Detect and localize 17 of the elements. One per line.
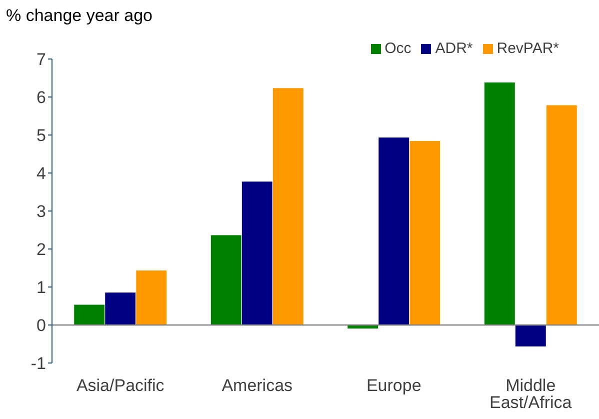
legend-label: Occ [384, 40, 412, 57]
x-tick-label: Asia/Pacific [76, 376, 165, 396]
legend-label: ADR* [435, 40, 473, 57]
y-tick-label: 0 [36, 316, 46, 336]
y-tick-label: 7 [36, 50, 46, 70]
x-tick-label: Americas [222, 376, 293, 396]
legend-label: RevPAR* [496, 40, 559, 57]
y-tick-label: -1 [30, 354, 46, 374]
x-tick-label: Europe [366, 376, 422, 396]
y-tick-label: 2 [36, 240, 46, 260]
x-tick-label: Middle East/Africa [490, 376, 572, 412]
y-tick-label: 6 [36, 88, 46, 108]
y-tick-label: 4 [36, 164, 46, 184]
y-tick-label: 1 [36, 278, 46, 298]
y-tick-label: 3 [36, 202, 46, 222]
y-axis-title: % change year ago [6, 6, 152, 26]
y-tick-label: 5 [36, 126, 46, 146]
